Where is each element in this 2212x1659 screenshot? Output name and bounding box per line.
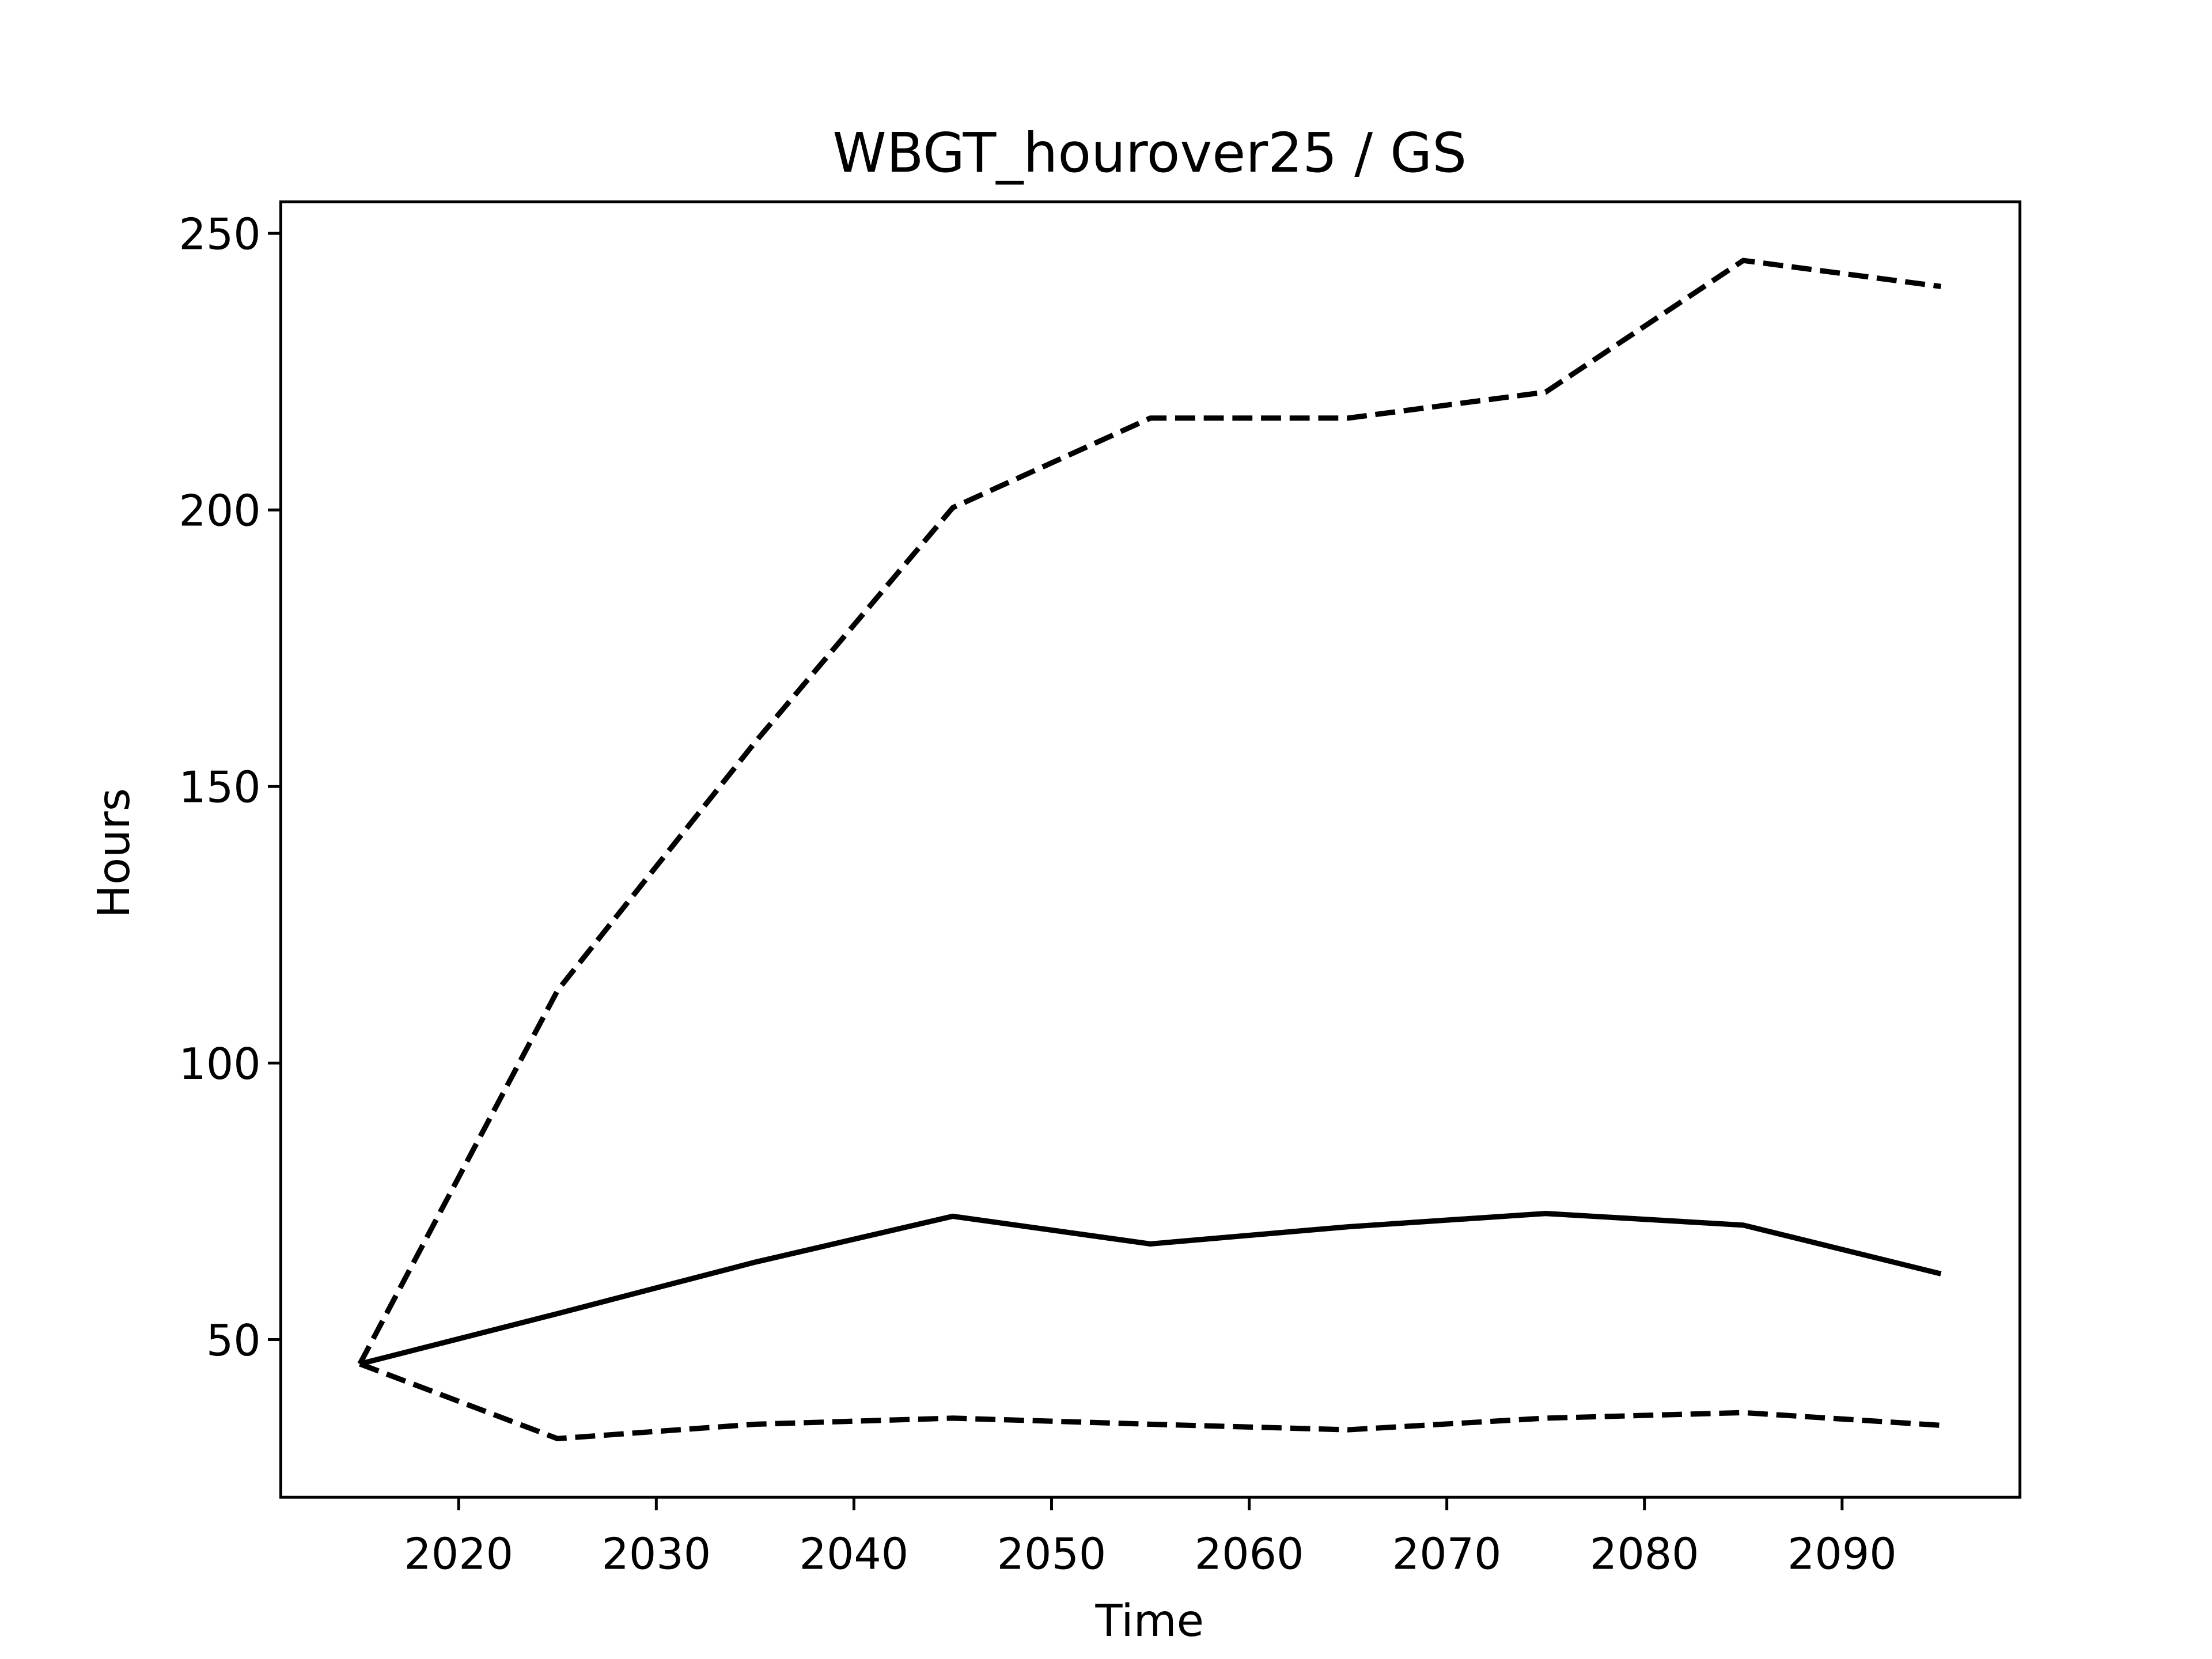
series-line bbox=[359, 1211, 1942, 1367]
x-tick-label: 2080 bbox=[1590, 1529, 1699, 1579]
x-axis-label: Time bbox=[1095, 1595, 1204, 1647]
x-tick-label: 2070 bbox=[1392, 1529, 1502, 1579]
y-axis-label: Hours bbox=[88, 788, 140, 918]
x-tick-label: 2050 bbox=[997, 1529, 1107, 1579]
plot-frame bbox=[279, 200, 2022, 1499]
y-tick-label: 150 bbox=[179, 763, 260, 813]
chart-title: WBGT_hourover25 / GS bbox=[832, 122, 1467, 185]
y-tick-label: 250 bbox=[179, 209, 260, 259]
x-tick-label: 2090 bbox=[1787, 1529, 1897, 1579]
x-tick-label: 2040 bbox=[800, 1529, 909, 1579]
x-tick-label: 2060 bbox=[1195, 1529, 1304, 1579]
y-tick-label: 50 bbox=[206, 1316, 261, 1366]
series-line bbox=[357, 257, 1941, 1365]
y-tick-label: 100 bbox=[179, 1039, 260, 1089]
y-tick-label: 200 bbox=[179, 486, 260, 536]
series-line bbox=[359, 1361, 1941, 1442]
x-tick-label: 2030 bbox=[601, 1529, 711, 1579]
x-tick-label: 2020 bbox=[404, 1529, 513, 1579]
